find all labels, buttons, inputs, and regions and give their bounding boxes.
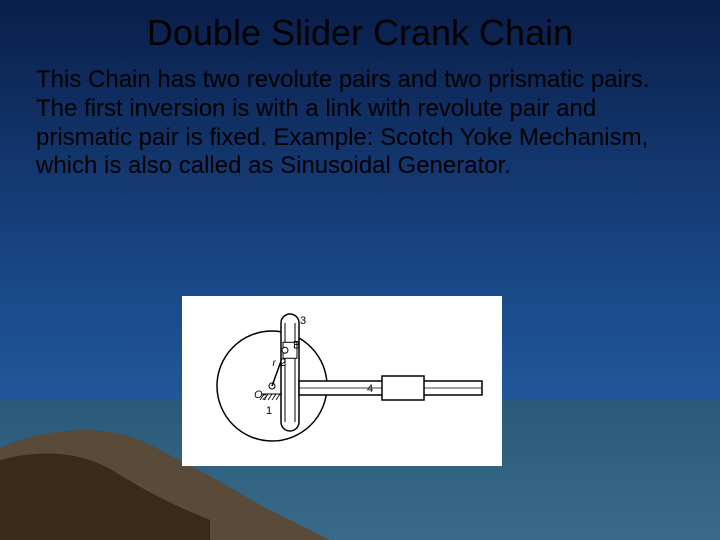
svg-text:4: 4: [367, 383, 373, 395]
mechanism-diagram: O₂rB1234: [182, 296, 502, 466]
svg-text:1: 1: [266, 405, 272, 417]
slide-body: This Chain has two revolute pairs and tw…: [0, 54, 720, 181]
svg-text:B: B: [293, 339, 300, 351]
slide-title: Double Slider Crank Chain: [0, 0, 720, 54]
svg-text:r: r: [272, 358, 276, 369]
svg-text:2: 2: [280, 357, 286, 369]
svg-text:3: 3: [300, 315, 306, 327]
